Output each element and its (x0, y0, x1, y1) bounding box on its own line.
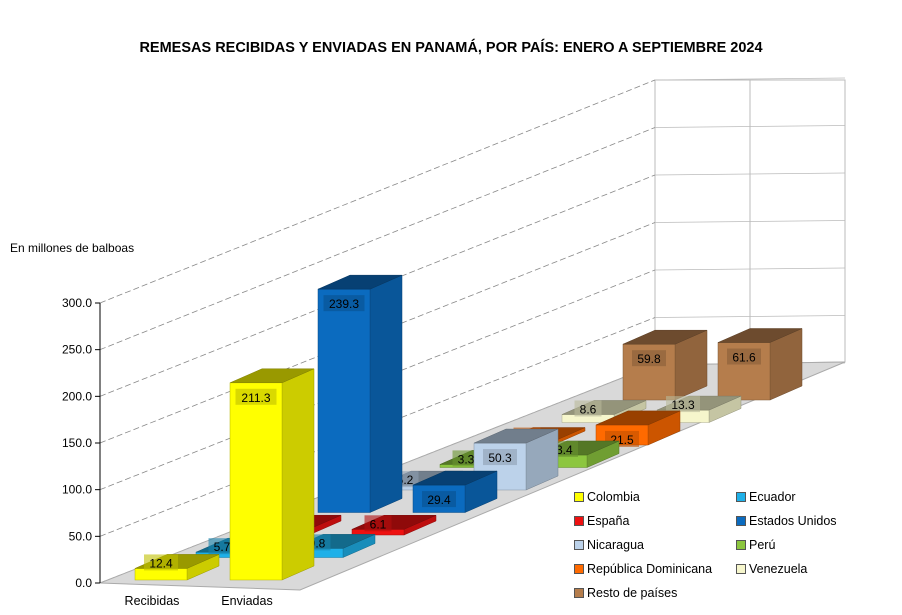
data-label: 13.3 (671, 398, 695, 412)
bar-resto-de-países-recibidas: 59.8 (622, 329, 708, 401)
bar-top (317, 274, 403, 290)
legend-swatch (736, 516, 746, 526)
data-label: 8.6 (580, 402, 597, 416)
y-tick-label: 0.0 (75, 576, 92, 590)
data-label-box (666, 396, 700, 413)
bar-side (281, 368, 315, 581)
bar-resto-de-países-enviadas: 61.6 (717, 328, 803, 401)
bar-república-dominicana-enviadas: 21.5 (595, 410, 681, 447)
y-tick-label: 200.0 (62, 389, 92, 403)
data-label: 12.4 (149, 556, 173, 570)
data-label-box (323, 295, 365, 312)
legend-label: Resto de países (587, 586, 678, 600)
chart-title: REMESAS RECIBIDAS Y ENVIADAS EN PANAMÁ, … (139, 40, 763, 56)
bar-españa-enviadas: 6.1 (351, 514, 437, 536)
data-label-box (727, 348, 761, 365)
side-gridline (654, 77, 846, 81)
data-label-box (144, 554, 178, 571)
legend-swatch (574, 588, 584, 598)
legend-label: Nicaragua (587, 538, 644, 552)
bar-top (229, 368, 315, 384)
legend-swatch (574, 492, 584, 502)
bar-front (317, 288, 371, 513)
bar-top (622, 329, 708, 345)
data-label-box (208, 538, 236, 555)
legend-item: Colombia (574, 489, 736, 505)
bar-side (369, 274, 403, 513)
data-label-box (632, 350, 666, 367)
legend-item: Ecuador (736, 489, 876, 505)
legend-item: Perú (736, 537, 876, 553)
data-label: 3.3 (458, 452, 475, 466)
legend-item: Resto de países (574, 585, 736, 601)
legend-swatch (574, 564, 584, 574)
legend-swatch (574, 540, 584, 550)
legend-swatch (736, 492, 746, 502)
y-tick-label: 150.0 (62, 436, 92, 450)
data-label: 59.8 (637, 352, 661, 366)
legend-item: España (574, 513, 736, 529)
bar-colombia-recibidas: 12.4 (134, 554, 220, 581)
bar-top (473, 428, 559, 444)
legend-swatch (736, 540, 746, 550)
x-tick-label: Enviadas (221, 594, 272, 608)
legend-swatch (736, 564, 746, 574)
bar-top (595, 410, 681, 426)
legend-label: Perú (749, 538, 776, 552)
bar-estados-unidos-recibidas: 239.3 (317, 274, 403, 513)
legend-label: España (587, 514, 630, 528)
y-tick-label: 100.0 (62, 483, 92, 497)
y-tick-label: 300.0 (62, 296, 92, 310)
bar-top (412, 470, 498, 486)
gridline (99, 127, 656, 351)
data-label: 50.3 (488, 451, 512, 465)
bar-front (229, 382, 283, 581)
data-label: 61.6 (732, 351, 756, 365)
legend-item: Nicaragua (574, 537, 736, 553)
data-label-box (452, 450, 480, 467)
data-label-box (235, 388, 277, 405)
y-tick-label: 50.0 (69, 529, 93, 543)
gridline (99, 79, 656, 304)
legend-label: Ecuador (749, 490, 796, 504)
legend-swatch (574, 516, 584, 526)
data-label: 29.4 (427, 493, 451, 507)
data-label: 239.3 (329, 297, 359, 311)
bar-colombia-enviadas: 211.3 (229, 368, 315, 581)
y-axis-label: En millones de balboas (10, 241, 135, 255)
legend-item: Estados Unidos (736, 513, 876, 529)
legend-label: República Dominicana (587, 562, 713, 576)
legend-item: Venezuela (736, 561, 876, 577)
y-tick-label: 250.0 (62, 343, 92, 357)
legend-label: Colombia (587, 490, 640, 504)
x-tick-label: Recibidas (125, 594, 180, 608)
data-label-box (574, 400, 602, 417)
bar-estados-unidos-enviadas: 29.4 (412, 470, 498, 513)
legend: Colombia Ecuador España Estados Unidos Nicar… (574, 489, 874, 601)
data-label: 5.7 (214, 540, 231, 554)
bar-venezuela-enviadas: 13.3 (656, 395, 742, 423)
data-label-box (422, 491, 456, 508)
legend-item: República Dominicana (574, 561, 736, 577)
legend-label: Venezuela (749, 562, 808, 576)
bar-top (717, 328, 803, 343)
data-label: 211.3 (241, 391, 270, 405)
data-label: 6.1 (370, 517, 387, 531)
data-label-box (364, 515, 392, 532)
legend-label: Estados Unidos (749, 514, 837, 528)
data-label-box (483, 449, 517, 466)
